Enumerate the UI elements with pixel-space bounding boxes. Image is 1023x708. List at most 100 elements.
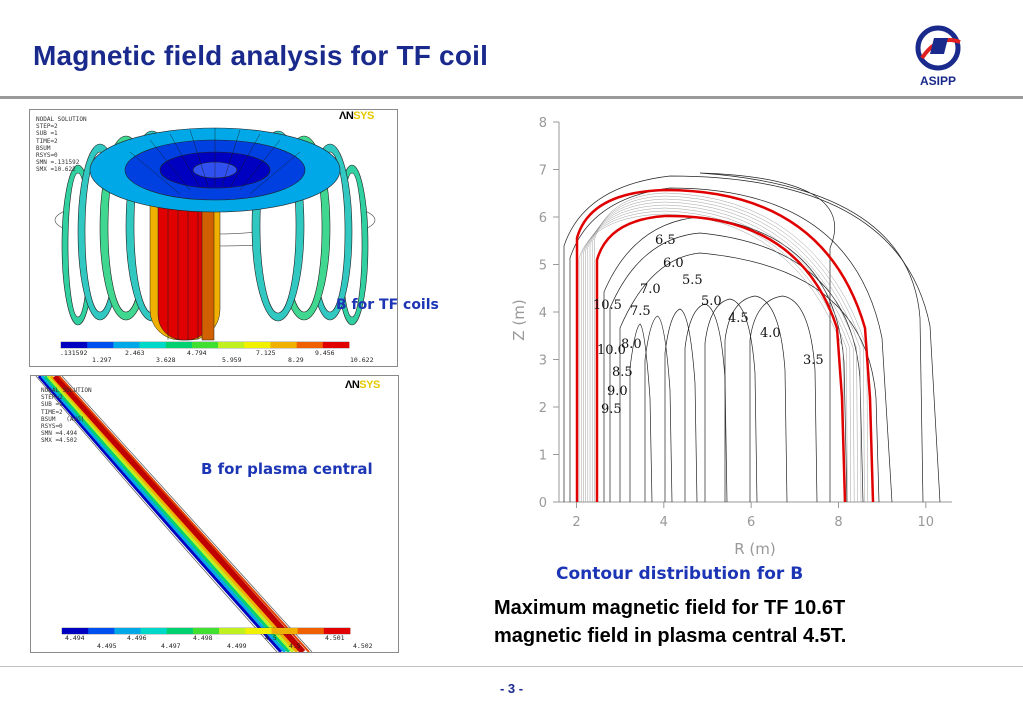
isoline xyxy=(629,323,653,503)
isoline xyxy=(619,252,880,503)
colormap-swatch xyxy=(114,628,141,634)
colormap-swatch xyxy=(244,342,271,348)
isoline xyxy=(563,175,941,503)
isoline xyxy=(609,232,864,503)
y-tick-label: 0 xyxy=(539,496,547,511)
y-tick-label: 3 xyxy=(539,354,547,369)
colormap-swatch xyxy=(140,628,168,634)
level-label: 4.0 xyxy=(760,326,781,341)
isoline xyxy=(644,315,673,503)
coil-outer-boundary xyxy=(575,188,875,503)
isoline xyxy=(749,295,818,503)
summary-line-max: Maximum magnetic field for TF 10.6T xyxy=(494,597,846,619)
isoline xyxy=(699,172,924,503)
colormap-swatch xyxy=(245,628,272,634)
winding-line xyxy=(587,201,858,503)
x-tick-label: 6 xyxy=(747,515,755,530)
plasma-central-panel: NODAL SOLUTION STEP=2 SUB =1 TIME=2 BSUM… xyxy=(30,375,399,653)
slide-title: Magnetic field analysis for TF coil xyxy=(33,40,489,71)
x-tick-label: 4 xyxy=(660,515,668,530)
scale-label: 4.501 xyxy=(325,634,345,642)
scale-label: 2.463 xyxy=(125,349,145,357)
scale-label: 4.499 xyxy=(227,642,247,650)
level-label: 6.0 xyxy=(663,256,684,271)
coil-inner-boundary xyxy=(595,214,847,503)
colormap-swatch xyxy=(165,342,193,348)
level-label: 4.5 xyxy=(728,311,749,326)
scale-label: 4.5 xyxy=(265,634,277,642)
nodal-solution-info: NODAL SOLUTION STEP=2 SUB =1 TIME=2 BSUM… xyxy=(36,116,87,174)
winding-line xyxy=(592,195,865,503)
y-tick-label: 7 xyxy=(539,164,547,179)
y-tick-label: 5 xyxy=(539,259,547,274)
x-axis-label: R (m) xyxy=(734,540,776,558)
scale-label: 9.456 xyxy=(315,349,335,357)
summary-line-plasma: magnetic field in plasma central 4.5T. xyxy=(494,625,847,647)
colormap-swatch xyxy=(62,628,89,634)
winding-line xyxy=(581,210,848,503)
contour-level-labels: 6.5 6.0 5.5 7.0 5.0 10.5 7.5 4.5 4.0 8.0… xyxy=(593,233,824,417)
y-ticks: 0 1 2 3 4 5 6 7 8 xyxy=(539,116,559,511)
scale-label: 10.622 xyxy=(350,356,374,364)
nodal-solution-info: NODAL SOLUTION STEP=2 SUB =1 TIME=2 BSUM… xyxy=(41,387,92,445)
isoline xyxy=(684,303,728,503)
ansys-logo: ΛNSYS xyxy=(345,379,380,391)
level-label: 7.5 xyxy=(630,304,651,319)
isoline xyxy=(704,298,758,503)
summary-text: Maximum magnetic field for TF 10.6T magn… xyxy=(494,594,846,650)
level-label: 6.5 xyxy=(655,233,676,248)
colormap-swatch xyxy=(191,342,219,348)
scale-label: 5.959 xyxy=(222,356,242,364)
x-ticks: 2 4 6 8 10 xyxy=(572,502,934,530)
colormap-swatch xyxy=(297,628,325,634)
scale-label: 8.29 xyxy=(288,356,304,364)
scale-label: 1.297 xyxy=(92,356,112,364)
tf-coils-caption: B for TF coils xyxy=(336,297,439,313)
scale-label: 4.496 xyxy=(127,634,147,642)
colormap-swatch xyxy=(296,342,324,348)
colormap-swatch xyxy=(218,342,245,348)
level-label: 3.5 xyxy=(803,353,824,368)
y-tick-label: 1 xyxy=(539,449,547,464)
winding-line xyxy=(585,204,855,503)
colormap-swatch xyxy=(219,628,246,634)
level-label: 9.0 xyxy=(607,384,628,399)
plasma-central-caption: B for plasma central xyxy=(201,460,373,478)
scale-label: 3.628 xyxy=(156,356,176,364)
winding-pack-shading xyxy=(578,192,868,503)
tf-coils-render xyxy=(54,127,376,349)
colormap-swatch xyxy=(192,628,220,634)
contour-lines xyxy=(563,172,941,503)
x-tick-label: 10 xyxy=(918,515,935,530)
winding-line xyxy=(589,198,862,503)
colormap-bar-tf xyxy=(61,342,350,348)
y-tick-label: 8 xyxy=(539,116,547,131)
isoline xyxy=(664,308,698,503)
x-tick-label: 8 xyxy=(834,515,842,530)
logo-label: ASIPP xyxy=(919,74,956,88)
level-label: 10.0 xyxy=(597,343,626,358)
y-tick-label: 2 xyxy=(539,401,547,416)
x-tick-label: 2 xyxy=(572,515,580,530)
level-label: 8.0 xyxy=(621,337,642,352)
level-label: 10.5 xyxy=(593,298,622,313)
scale-label: .131592 xyxy=(60,349,88,357)
contour-plot: 0 1 2 3 4 5 6 7 8 2 4 6 8 10 R (m) Z (m) 6.5 6.0 5.5… xyxy=(510,116,952,558)
colormap-swatch xyxy=(270,342,297,348)
scale-label: 4.5 xyxy=(289,642,301,650)
level-label: 9.5 xyxy=(601,402,622,417)
scale-label: 4.495 xyxy=(97,642,117,650)
colormap-swatch xyxy=(323,628,351,634)
colormap-swatch xyxy=(322,342,350,348)
winding-line xyxy=(594,192,868,503)
scale-label: 4.494 xyxy=(65,634,85,642)
colormap-swatch xyxy=(139,342,167,348)
y-axis-label: Z (m) xyxy=(510,299,528,340)
colormap-swatch xyxy=(113,342,140,348)
page-number: - 3 - xyxy=(499,681,524,696)
footer-divider xyxy=(0,666,1023,667)
scale-label: 4.497 xyxy=(161,642,181,650)
scale-label: 4.794 xyxy=(187,349,207,357)
plasma-central-render xyxy=(35,376,351,652)
ansys-logo: ΛNSYS xyxy=(339,110,374,122)
